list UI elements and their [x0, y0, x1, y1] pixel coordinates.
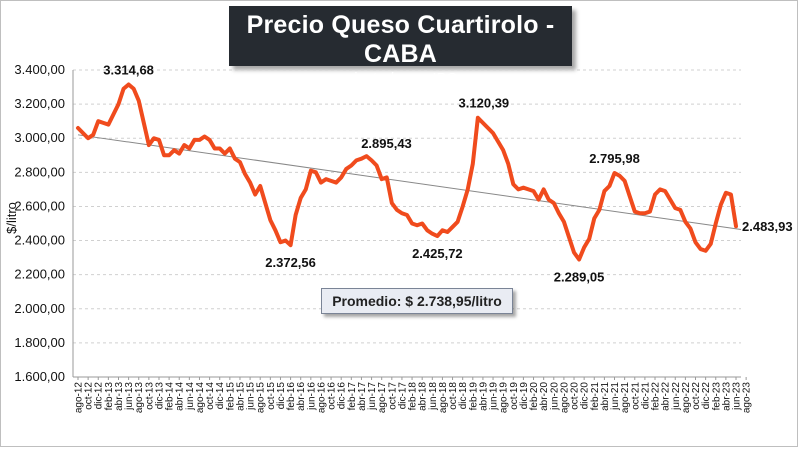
x-tick-label: ago-15 — [256, 382, 267, 414]
x-tick-label: ago-12 — [74, 382, 85, 414]
x-tick-label: dic-12 — [94, 382, 105, 410]
x-tick-label: oct-22 — [691, 382, 702, 410]
x-tick-label: feb-19 — [468, 382, 479, 411]
x-tick-label: feb-20 — [529, 382, 540, 411]
y-tick-label: 3.000,00 — [14, 130, 65, 145]
x-tick-label: feb-23 — [711, 382, 722, 411]
y-tick-label: 2.600,00 — [14, 198, 65, 213]
y-tick-label: 2.400,00 — [14, 233, 65, 248]
x-tick-label: abr-17 — [357, 382, 368, 411]
x-tick-label: dic-19 — [519, 382, 530, 410]
x-tick-label: abr-22 — [661, 382, 672, 411]
series-layer — [76, 82, 742, 262]
y-tick-label: 3.400,00 — [14, 62, 65, 77]
chart-subtitle: - ajustado por IPC - — [335, 70, 466, 87]
data-label: 2.895,43 — [361, 136, 412, 151]
x-tick-label: dic-13 — [154, 382, 165, 410]
x-tick-label: dic-15 — [276, 382, 287, 410]
x-tick-label: jun-17 — [367, 382, 378, 411]
title-box: Precio Queso Cuartirolo - CABA - ajustad… — [229, 6, 572, 87]
data-label: 3.120,39 — [459, 96, 510, 111]
x-tick-label: jun-14 — [185, 382, 196, 411]
x-tick-label: abr-21 — [600, 382, 611, 411]
x-tick-label: ago-21 — [620, 382, 631, 414]
data-label: 2.425,72 — [412, 246, 463, 261]
y-tick-label: 2.000,00 — [14, 301, 65, 316]
average-box: Promedio: $ 2.738,95/litro — [321, 288, 513, 314]
x-tick-label: dic-17 — [397, 382, 408, 410]
x-tick-label: feb-13 — [104, 382, 115, 411]
price-series-line — [76, 82, 738, 262]
x-tick-label: ago-22 — [681, 382, 692, 414]
y-tick-label: 1.600,00 — [14, 369, 65, 384]
x-tick-label: dic-14 — [215, 382, 226, 410]
x-tick-label: abr-13 — [114, 382, 125, 411]
y-axis: 3.400,00 3.200,00 3.000,00 2.800,00 2.600,00… — [14, 62, 74, 384]
data-labels: 3.314,68 2.372,56 2.895,43 2.425,72 3.120,39… — [103, 63, 792, 285]
x-tick-label: abr-18 — [418, 382, 429, 411]
x-tick-label: ago-19 — [499, 382, 510, 414]
x-tick-label: abr-15 — [235, 382, 246, 411]
x-tick-label: feb-22 — [651, 382, 662, 411]
x-tick-label: jun-21 — [610, 382, 621, 411]
x-tick-label: oct-16 — [327, 382, 338, 410]
x-tick-label: oct-20 — [570, 382, 581, 410]
x-tick-label: feb-18 — [408, 382, 419, 411]
data-label: 2.483,93 — [742, 219, 793, 234]
data-label: 3.314,68 — [103, 63, 154, 78]
x-tick-label: feb-14 — [165, 382, 176, 411]
x-axis: ago-12 oct-12 dic-12 feb-13 abr-13 jun-13 ago-… — [73, 376, 753, 414]
x-tick-label: dic-22 — [701, 382, 712, 410]
x-tick-label: ago-17 — [377, 382, 388, 414]
x-tick-label: feb-17 — [347, 382, 358, 411]
x-tick-label: oct-18 — [448, 382, 459, 410]
x-tick-label: abr-23 — [721, 382, 732, 411]
x-tick-label: dic-20 — [580, 382, 591, 410]
x-tick-label: jun-13 — [124, 382, 135, 411]
x-tick-label: jun-23 — [732, 382, 743, 411]
data-label: 2.289,05 — [554, 269, 605, 284]
average-label: Promedio: $ 2.738,95/litro — [332, 293, 502, 309]
x-tick-label: oct-21 — [630, 382, 641, 410]
data-label: 2.795,98 — [589, 151, 640, 166]
x-tick-label: feb-21 — [590, 382, 601, 411]
x-tick-label: dic-21 — [640, 382, 651, 410]
x-tick-label: feb-16 — [286, 382, 297, 411]
x-tick-label: oct-12 — [84, 382, 95, 410]
chart-title: Precio Queso Cuartirolo - CABA — [246, 11, 555, 68]
x-tick-label: ago-23 — [742, 382, 753, 414]
x-tick-label: dic-16 — [337, 382, 348, 410]
x-tick-label: abr-20 — [539, 382, 550, 411]
x-tick-label: abr-19 — [478, 382, 489, 411]
y-tick-label: 1.800,00 — [14, 335, 65, 350]
x-tick-label: oct-17 — [387, 382, 398, 410]
x-tick-label: ago-13 — [134, 382, 145, 414]
x-tick-label: ago-14 — [195, 382, 206, 414]
data-label: 2.372,56 — [265, 255, 316, 270]
x-tick-label: jun-22 — [671, 382, 682, 411]
y-tick-label: 2.200,00 — [14, 267, 65, 282]
x-tick-label: jun-19 — [489, 382, 500, 411]
x-tick-label: oct-19 — [509, 382, 520, 410]
x-tick-label: jun-16 — [306, 382, 317, 411]
x-tick-label: abr-16 — [296, 382, 307, 411]
y-tick-label: 3.200,00 — [14, 96, 65, 111]
x-tick-label: dic-18 — [458, 382, 469, 410]
x-tick-label: oct-13 — [144, 382, 155, 410]
x-tick-label: jun-18 — [428, 382, 439, 411]
trend-line — [77, 134, 742, 230]
y-tick-label: 2.800,00 — [14, 164, 65, 179]
x-tick-label: abr-14 — [175, 382, 186, 411]
x-tick-label: ago-20 — [559, 382, 570, 414]
x-tick-label: feb-15 — [225, 382, 236, 411]
x-tick-label: ago-18 — [438, 382, 449, 414]
x-tick-label: ago-16 — [316, 382, 327, 414]
x-tick-label: jun-15 — [246, 382, 257, 411]
x-tick-label: oct-14 — [205, 382, 216, 410]
x-tick-label: oct-15 — [266, 382, 277, 410]
y-axis-title: $/litro — [4, 202, 19, 234]
x-tick-label: jun-20 — [549, 382, 560, 411]
